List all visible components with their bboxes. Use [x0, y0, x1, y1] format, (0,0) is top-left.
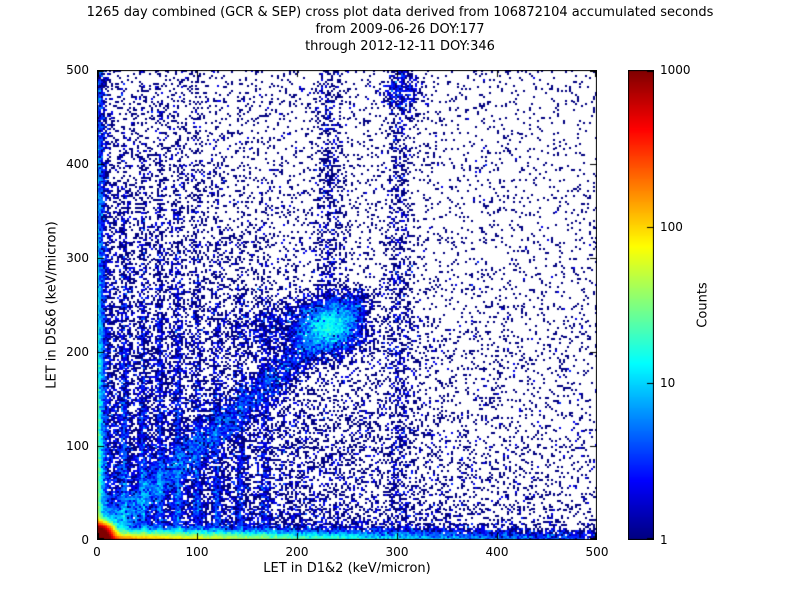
x-tick-label: 0	[93, 545, 101, 559]
x-tick-label: 300	[385, 545, 409, 559]
colorbar-canvas	[628, 70, 654, 540]
y-tick-label: 200	[66, 345, 89, 359]
colorbar-tick-label: 1000	[660, 63, 691, 77]
y-tick-label: 500	[66, 63, 89, 77]
chart-subtitle-through: through 2012-12-11 DOY:346	[305, 39, 495, 54]
y-tick-label: 100	[66, 439, 89, 453]
x-tick-label: 200	[285, 545, 309, 559]
x-tick-label: 500	[585, 545, 609, 559]
colorbar-tick-label: 1	[660, 533, 668, 547]
chart-title: 1265 day combined (GCR & SEP) cross plot…	[86, 5, 714, 20]
y-tick-label: 400	[66, 157, 89, 171]
y-tick-label: 0	[81, 533, 89, 547]
colorbar-tick-label: 100	[660, 219, 683, 234]
colorbar-label: Counts	[695, 282, 711, 328]
x-tick-label: 100	[185, 545, 209, 559]
x-axis-label: LET in D1&2 (keV/micron)	[263, 561, 431, 576]
x-tick-label: 400	[485, 545, 509, 559]
chart-subtitle-from: from 2009-06-26 DOY:177	[315, 22, 485, 37]
y-tick-label: 300	[66, 251, 89, 265]
colorbar-tick-label: 10	[660, 376, 676, 391]
scatter-plot-canvas	[97, 70, 597, 540]
y-axis-label: LET in D5&6 (keV/micron)	[44, 221, 60, 389]
